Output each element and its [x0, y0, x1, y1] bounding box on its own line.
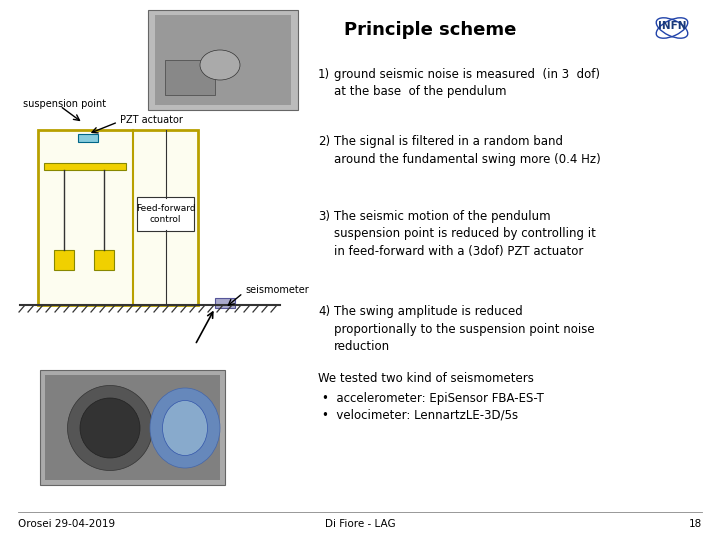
- Bar: [94, 250, 114, 270]
- Text: The seismic motion of the pendulum
suspension point is reduced by controlling it: The seismic motion of the pendulum suspe…: [334, 210, 596, 258]
- Text: 3): 3): [318, 210, 330, 223]
- Bar: [165, 60, 215, 95]
- Bar: [44, 163, 126, 170]
- Bar: [40, 370, 225, 485]
- Text: •  velocimeter: LennartzLE-3D/5s: • velocimeter: LennartzLE-3D/5s: [322, 409, 518, 422]
- Text: Orosei 29-04-2019: Orosei 29-04-2019: [18, 519, 115, 529]
- Bar: [45, 375, 220, 480]
- Text: 2): 2): [318, 135, 330, 148]
- Text: 18: 18: [689, 519, 702, 529]
- Text: PZT actuator: PZT actuator: [120, 115, 183, 125]
- Text: suspension point: suspension point: [23, 99, 106, 109]
- FancyBboxPatch shape: [137, 197, 194, 231]
- Text: Feed-forward
control: Feed-forward control: [135, 204, 195, 224]
- Text: ground seismic noise is measured  (in 3  dof)
at the base  of the pendulum: ground seismic noise is measured (in 3 d…: [334, 68, 600, 98]
- Text: 4): 4): [318, 305, 330, 318]
- Bar: [38, 130, 198, 305]
- Text: Principle scheme: Principle scheme: [344, 21, 516, 39]
- Text: •  accelerometer: EpiSensor FBA-ES-T: • accelerometer: EpiSensor FBA-ES-T: [322, 392, 544, 405]
- Text: seismometer: seismometer: [245, 285, 309, 295]
- Ellipse shape: [80, 398, 140, 458]
- Text: The swing amplitude is reduced
proportionally to the suspension point noise
redu: The swing amplitude is reduced proportio…: [334, 305, 595, 353]
- Ellipse shape: [200, 50, 240, 80]
- Bar: [54, 250, 74, 270]
- Ellipse shape: [68, 386, 153, 470]
- Text: We tested two kind of seismometers: We tested two kind of seismometers: [318, 372, 534, 385]
- Bar: [215, 298, 235, 308]
- Ellipse shape: [163, 401, 207, 456]
- Text: Di Fiore - LAG: Di Fiore - LAG: [325, 519, 395, 529]
- Text: The signal is filtered in a random band
around the fundamental swing more (0.4 H: The signal is filtered in a random band …: [334, 135, 600, 165]
- Text: INFN: INFN: [658, 21, 686, 31]
- Bar: [78, 134, 98, 142]
- Text: 1): 1): [318, 68, 330, 81]
- Bar: [148, 10, 298, 110]
- Ellipse shape: [150, 388, 220, 468]
- Bar: [155, 15, 291, 105]
